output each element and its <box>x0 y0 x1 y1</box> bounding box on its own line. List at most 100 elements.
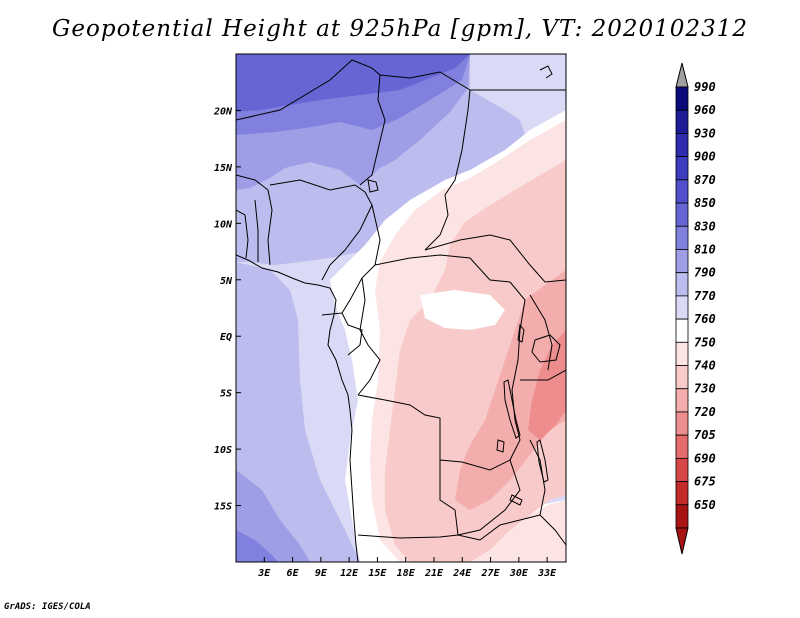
border-ghana <box>236 209 249 259</box>
border-tanzania <box>520 369 566 381</box>
map-frame <box>235 53 567 563</box>
colorbar-segment <box>675 179 689 204</box>
colorbar-label: 650 <box>694 498 716 512</box>
colorbar-segment <box>675 249 689 274</box>
colorbar-label: 870 <box>694 173 716 187</box>
border-south-sudan <box>424 234 566 283</box>
colorbar-label: 850 <box>694 196 716 210</box>
lat-tick-label: EQ <box>220 332 232 343</box>
lon-tick-label: 15E <box>368 568 387 579</box>
lon-tick-label: 9E <box>315 568 328 579</box>
colorbar-segment <box>675 457 689 482</box>
lat-tick-label: 15S <box>214 502 232 513</box>
software-credit: GrADS: IGES/COLA <box>4 602 91 612</box>
lon-tick-label: 21E <box>424 568 444 579</box>
border-mozambique <box>539 514 566 546</box>
border-togo <box>254 199 259 262</box>
colorbar-label: 740 <box>694 359 716 373</box>
colorbar-legend: 990 960 930 900 870 850 830 810 790 770 760 750 740 7… <box>675 62 716 555</box>
lake-malawi <box>536 439 549 483</box>
colorbar-bottom-arrow <box>675 527 689 555</box>
field-810-atlantic <box>236 470 310 562</box>
colorbar-label: 900 <box>694 150 716 164</box>
lat-tick-label: 10N <box>214 219 233 230</box>
colorbar-label: 750 <box>694 335 716 349</box>
lat-tick-label: 20N <box>213 106 233 117</box>
border-angola-zambia <box>439 460 459 536</box>
lake-chad <box>367 179 379 193</box>
colorbar-label: 930 <box>694 126 716 140</box>
lat-tick-label: 10S <box>214 445 232 456</box>
colorbar-label: 730 <box>694 382 716 396</box>
lon-tick-label: 3E <box>257 568 271 579</box>
border-nigeria-cameroon <box>321 191 373 281</box>
lat-tick-label: 5N <box>220 276 233 287</box>
border-mali-burkina <box>236 174 269 191</box>
colorbar-segment <box>675 295 689 320</box>
country-borders <box>236 59 566 562</box>
border-niger-nigeria <box>269 179 366 193</box>
lat-tick-label: 5S <box>220 389 232 400</box>
colorbar-segment <box>675 109 689 134</box>
colorbar-label: 830 <box>694 219 716 233</box>
colorbar-segment <box>675 202 689 227</box>
colorbar-label: 705 <box>694 428 716 442</box>
colorbar-segment <box>675 504 689 529</box>
lon-tick-label: 18E <box>397 568 416 579</box>
colorbar-segment <box>675 365 689 390</box>
colorbar-segment <box>675 225 689 250</box>
border-uganda-kenya <box>529 294 553 371</box>
lon-tick-label: 33E <box>537 568 557 579</box>
border-congo-drc <box>357 277 381 396</box>
field-760-congo-patch <box>420 290 505 330</box>
colorbar-segment <box>675 434 689 459</box>
colorbar-top-arrow <box>675 62 689 88</box>
field-850-north <box>236 54 470 112</box>
lake-albert <box>517 323 525 343</box>
border-drc-east <box>509 281 526 461</box>
map-panel <box>236 54 566 562</box>
lake-kariba <box>509 494 523 506</box>
longitude-axis: 3E 6E 9E 12E 15E 18E 21E 24E 27E 30E 33E <box>257 557 557 579</box>
border-namibia <box>357 534 481 541</box>
lon-tick-label: 6E <box>287 568 300 579</box>
colorbar-label: 760 <box>694 312 716 326</box>
field-790-atlantic <box>236 262 360 562</box>
border-chad-sudan <box>424 89 471 251</box>
colorbar-segment <box>675 86 689 111</box>
border-benin <box>267 189 273 266</box>
border-cameroon-car <box>341 204 381 314</box>
border-zambia-east <box>457 459 521 536</box>
colorbar-label: 810 <box>694 242 716 256</box>
border-gabon <box>321 312 363 356</box>
lon-tick-label: 24E <box>452 568 472 579</box>
colorbar-segment <box>675 156 689 181</box>
border-niger-chad <box>359 74 386 186</box>
border-algeria-niger <box>236 59 381 121</box>
coastline-west-africa <box>236 254 359 562</box>
border-libya-niger <box>379 71 471 91</box>
colorbar-segment <box>675 481 689 506</box>
colorbar-segment <box>675 388 689 413</box>
field-830-atlantic <box>236 530 278 562</box>
border-zimbabwe <box>479 514 541 541</box>
colorbar-segment <box>675 411 689 436</box>
colorbar-label: 675 <box>694 475 716 489</box>
lat-tick-label: 15N <box>214 163 233 174</box>
colorbar-segment <box>675 341 689 366</box>
lon-tick-label: 27E <box>481 568 501 579</box>
colorbar-label: 720 <box>694 405 716 419</box>
colorbar-segment <box>675 318 689 343</box>
lake-tanganyika <box>503 379 521 439</box>
border-car-south <box>374 254 511 283</box>
lake-victoria <box>531 334 561 363</box>
colorbar-label: 990 <box>694 80 716 94</box>
lon-tick-label: 30E <box>509 568 529 579</box>
colorbar-label: 790 <box>694 266 716 280</box>
lon-tick-label: 12E <box>340 568 359 579</box>
colorbar-segment <box>675 133 689 158</box>
colorbar-label: 690 <box>694 451 716 465</box>
colorbar-label: 770 <box>694 289 716 303</box>
colorbar-label: 960 <box>694 103 716 117</box>
